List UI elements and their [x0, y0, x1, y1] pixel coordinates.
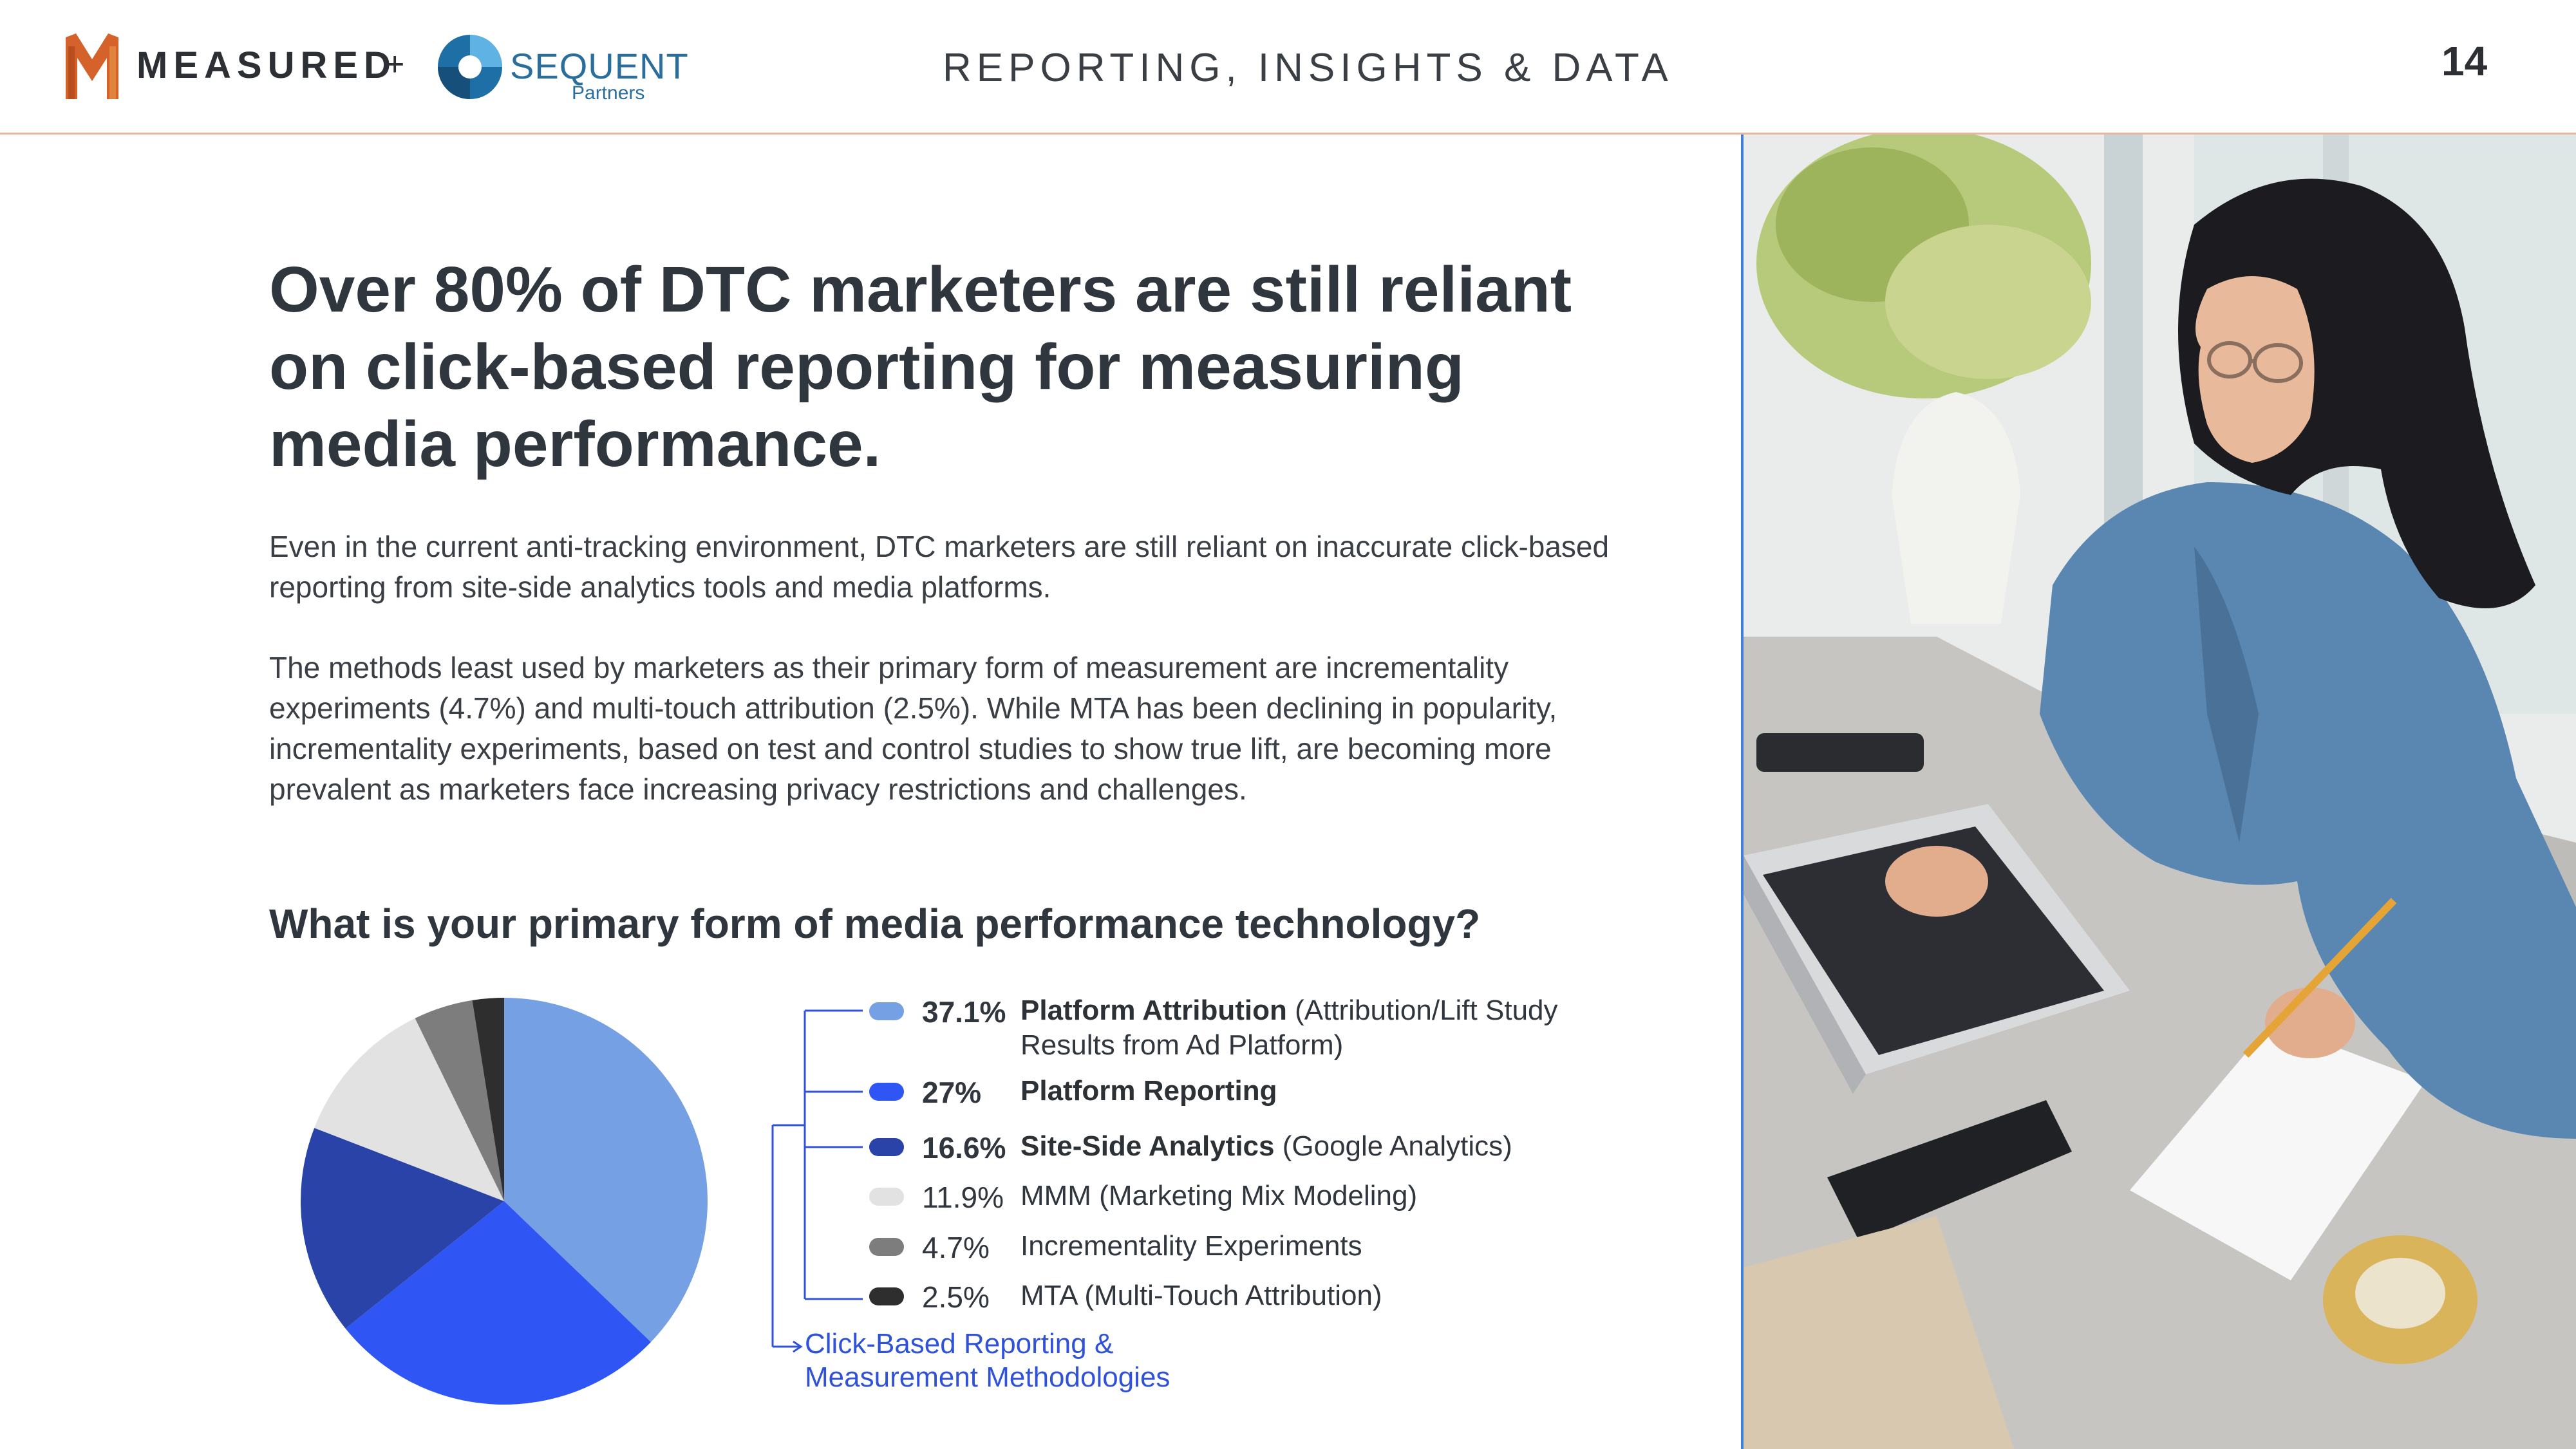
legend-label-main: Platform Reporting: [1020, 1075, 1277, 1107]
legend-swatch: [869, 1138, 904, 1156]
pie-chart: [301, 998, 708, 1405]
slide-header: MEASURED + SEQUENT Partners REPORTING, I…: [0, 0, 2576, 135]
page-headline: Over 80% of DTC marketers are still reli…: [269, 254, 1572, 480]
legend-label-detail: (Google Analytics): [1274, 1130, 1512, 1162]
legend-percent: 16.6%: [922, 1131, 1006, 1164]
legend-label-main: Platform Attribution: [1020, 995, 1287, 1026]
pie-slice-site-side-analytics: [301, 1128, 504, 1329]
measured-logo-icon: [66, 33, 118, 99]
legend-label: MTA (Multi-Touch Attribution): [1020, 1280, 1382, 1311]
legend-swatch: [869, 1188, 904, 1206]
legend-label: Platform Attribution (Attribution/Lift S…: [1020, 993, 1600, 1063]
legend-swatch: [869, 1287, 904, 1305]
pie-slice-mta-multi-touch-attribution: [472, 998, 504, 1201]
legend-percent: 11.9%: [922, 1181, 1004, 1214]
chart-question: What is your primary form of media perfo…: [269, 901, 1481, 947]
legend-percent: 2.5%: [922, 1280, 990, 1314]
brand-plus: +: [385, 46, 405, 83]
pie-slice-mmm-marketing-mix-modeling: [314, 1018, 504, 1201]
sequent-logo-icon: [438, 35, 502, 99]
legend-percent: 4.7%: [922, 1231, 990, 1264]
brand-sequent-partners: Partners: [572, 82, 645, 104]
legend-label-detail: (Attribution/Lift Study Results from Ad …: [1020, 995, 1558, 1061]
legend-label: Platform Reporting: [1020, 1074, 1600, 1108]
legend-percent: 37.1%: [922, 995, 1006, 1029]
pie-slice-platform-reporting: [345, 1201, 651, 1405]
legend-label: Incrementality Experiments: [1020, 1230, 1362, 1262]
woman-working-on-laptop-photo: [1744, 135, 2576, 1449]
pie-slice-incrementality-experiments: [415, 1000, 504, 1201]
legend-label-main: Site-Side Analytics: [1020, 1130, 1275, 1162]
photo-edge-accent: [1741, 135, 1745, 1449]
section-title: REPORTING, INSIGHTS & DATA: [943, 46, 1673, 90]
legend-label: MMM (Marketing Mix Modeling): [1020, 1180, 1418, 1211]
pie-slice-platform-attribution: [504, 998, 708, 1342]
legend-swatch: [869, 1083, 904, 1101]
brand-measured-wordmark: MEASURED: [136, 44, 397, 86]
methods-paragraph: The methods least used by marketers as t…: [269, 651, 1557, 806]
legend-percent: 27%: [922, 1076, 982, 1109]
legend-bracket-lines: [771, 1009, 863, 1353]
legend-label: Site-Side Analytics (Google Analytics): [1020, 1129, 1600, 1164]
click-based-callout: Click-Based Reporting & Measurement Meth…: [805, 1328, 1170, 1393]
legend-swatch: [869, 1002, 904, 1020]
intro-paragraph: Even in the current anti-tracking enviro…: [269, 530, 1610, 604]
brand-sequent-wordmark: SEQUENT: [510, 46, 689, 86]
legend-swatch: [869, 1238, 904, 1256]
page-number: 14: [2441, 38, 2488, 84]
